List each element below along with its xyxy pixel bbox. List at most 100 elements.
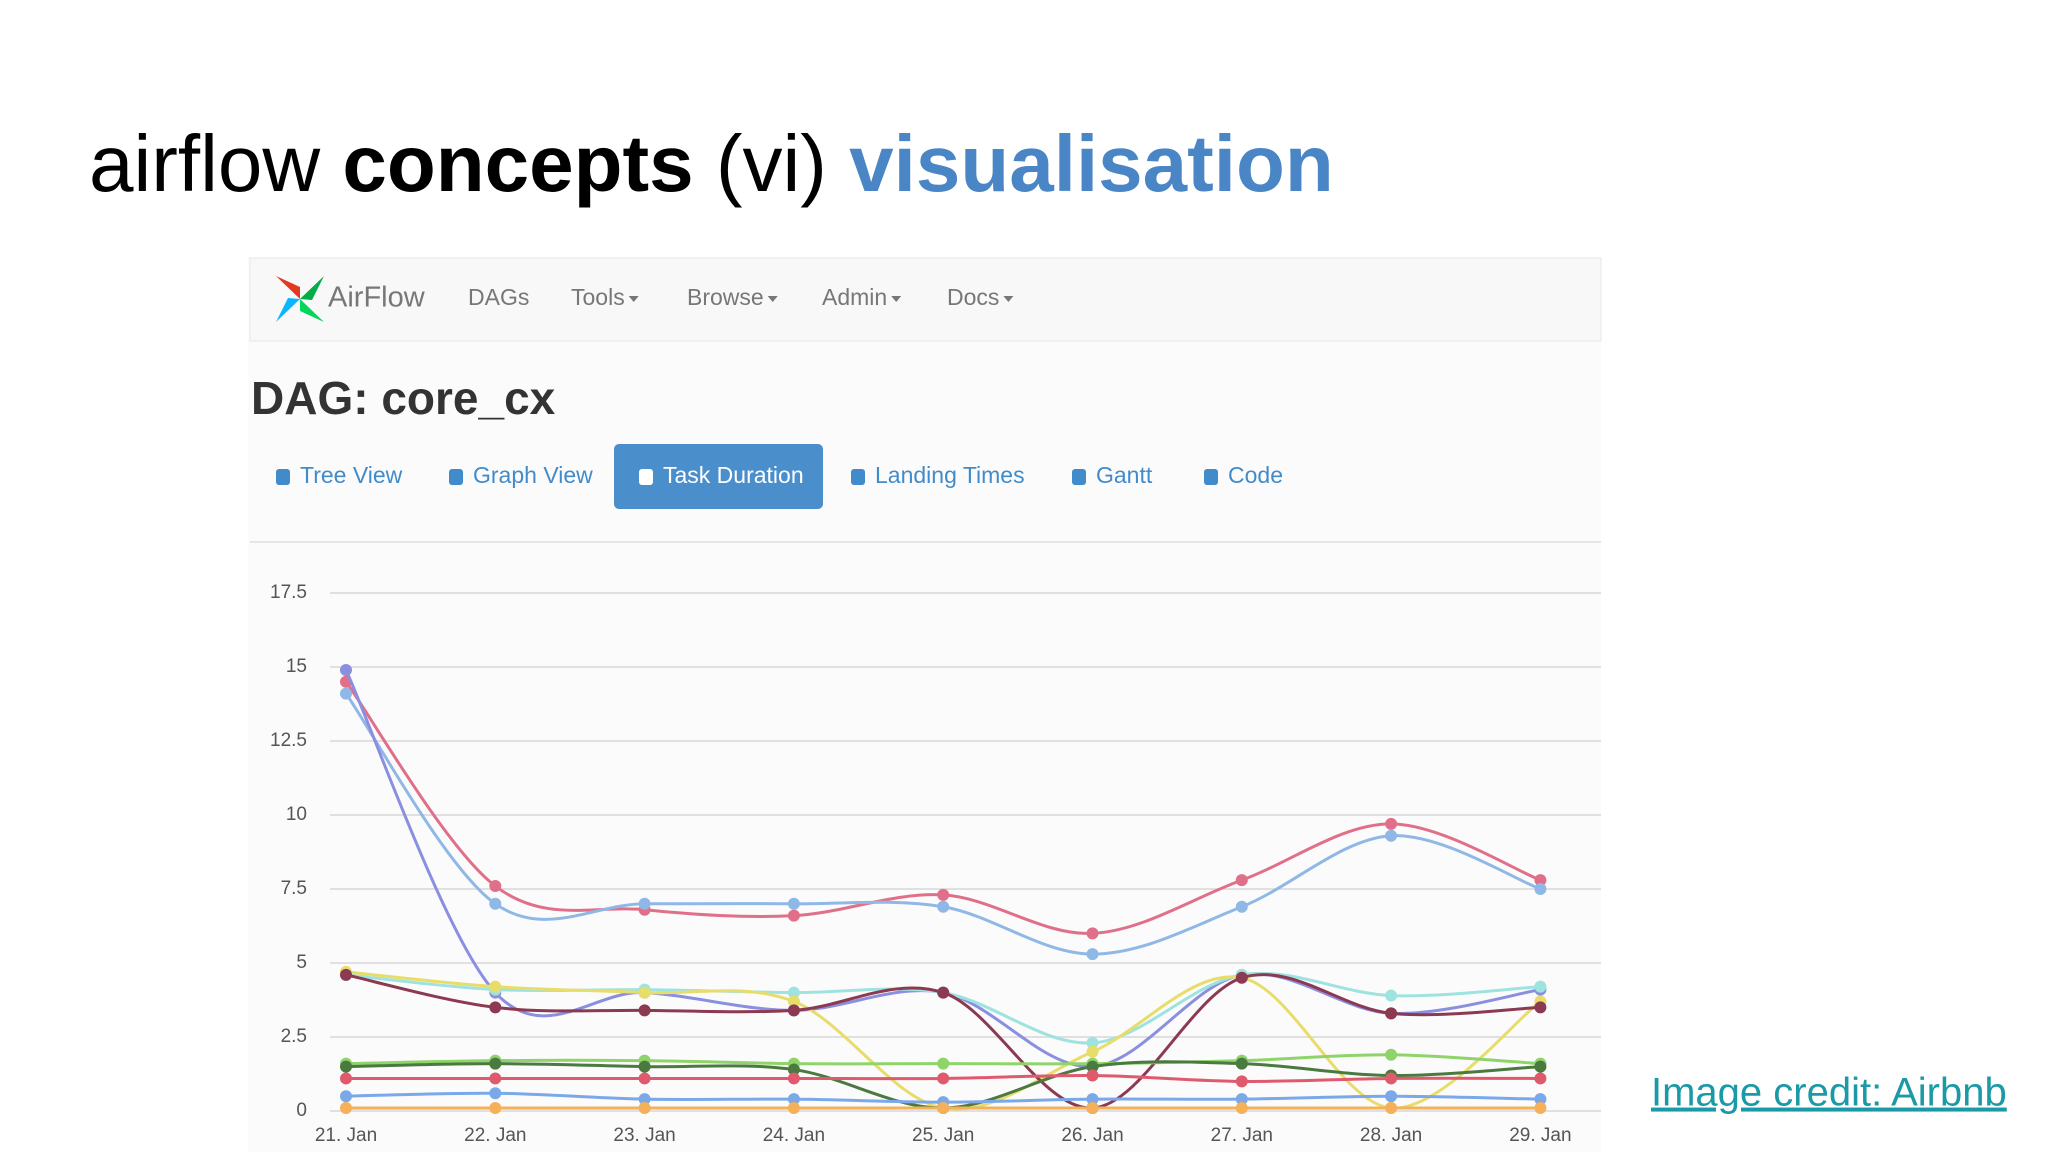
data-point[interactable] xyxy=(340,1090,352,1103)
slide-title: airflow concepts (vi) visualisation xyxy=(89,119,1334,208)
tabs: Tree View Graph View Task Duration Landing … xyxy=(276,444,1283,509)
data-point[interactable] xyxy=(638,986,651,999)
data-point[interactable] xyxy=(340,687,352,700)
data-point[interactable] xyxy=(489,1001,502,1014)
data-point[interactable] xyxy=(1235,1102,1248,1115)
tab[interactable]: Landing Times xyxy=(875,462,1025,488)
data-point[interactable] xyxy=(1385,1048,1398,1061)
active-tab xyxy=(614,444,823,509)
data-point[interactable] xyxy=(1385,1102,1398,1115)
data-point[interactable] xyxy=(638,1072,651,1085)
data-point[interactable] xyxy=(1086,927,1099,940)
data-point[interactable] xyxy=(1086,1060,1099,1073)
data-point[interactable] xyxy=(1534,874,1547,887)
nav-item[interactable]: DAGs xyxy=(468,284,529,310)
data-point[interactable] xyxy=(638,1093,651,1106)
data-point[interactable] xyxy=(1534,980,1547,993)
nav-item[interactable]: Tools xyxy=(571,284,625,310)
data-point[interactable] xyxy=(937,900,950,913)
data-point[interactable] xyxy=(1534,1060,1547,1073)
data-point[interactable] xyxy=(937,1102,950,1115)
data-point[interactable] xyxy=(1385,829,1398,842)
data-point[interactable] xyxy=(1385,989,1398,1002)
data-point[interactable] xyxy=(787,909,800,922)
data-point[interactable] xyxy=(340,1060,352,1073)
data-point[interactable] xyxy=(489,880,502,893)
data-point[interactable] xyxy=(1086,1045,1099,1058)
dropdown-caret xyxy=(1003,296,1014,302)
data-point[interactable] xyxy=(1086,1102,1099,1115)
data-point[interactable] xyxy=(1235,900,1248,913)
data-point[interactable] xyxy=(489,980,502,993)
data-point[interactable] xyxy=(1086,1069,1099,1082)
data-point[interactable] xyxy=(638,1060,651,1073)
data-point[interactable] xyxy=(937,888,950,901)
data-point[interactable] xyxy=(1534,883,1547,895)
data-point[interactable] xyxy=(1534,1072,1547,1085)
data-point[interactable] xyxy=(937,986,950,999)
x-tick-label: 24. Jan xyxy=(763,1125,825,1146)
data-point[interactable] xyxy=(1385,1090,1398,1103)
data-point[interactable] xyxy=(340,968,352,981)
data-point[interactable] xyxy=(638,1004,651,1017)
data-point[interactable] xyxy=(1385,1007,1398,1020)
title-word: concepts xyxy=(342,119,693,208)
data-point[interactable] xyxy=(787,986,800,999)
data-point[interactable] xyxy=(1235,1057,1248,1070)
data-point[interactable] xyxy=(1235,1075,1248,1088)
data-point[interactable] xyxy=(787,1072,800,1085)
data-point[interactable] xyxy=(787,995,800,1008)
data-point[interactable] xyxy=(937,1072,950,1085)
data-point[interactable] xyxy=(1385,1072,1398,1085)
x-tick-label: 27. Jan xyxy=(1211,1125,1273,1146)
data-point[interactable] xyxy=(340,1072,352,1085)
tab-icon xyxy=(639,469,653,485)
data-point[interactable] xyxy=(489,1072,502,1085)
tab[interactable]: Task Duration xyxy=(663,462,804,488)
data-point[interactable] xyxy=(638,897,651,910)
data-point[interactable] xyxy=(1086,1093,1099,1106)
data-point[interactable] xyxy=(489,897,502,910)
tab-icon xyxy=(449,469,463,485)
y-tick-label: 17.5 xyxy=(270,582,307,603)
airflow-logo xyxy=(276,276,324,322)
data-point[interactable] xyxy=(1086,948,1099,961)
nav-item[interactable]: Browse xyxy=(687,284,764,310)
data-point[interactable] xyxy=(489,1057,502,1070)
y-tick-label: 12.5 xyxy=(270,730,307,751)
title-word: (vi) xyxy=(716,119,827,208)
data-point[interactable] xyxy=(1235,971,1248,984)
y-tick-label: 5 xyxy=(296,952,307,973)
data-point[interactable] xyxy=(1235,1093,1248,1106)
tab[interactable]: Gantt xyxy=(1096,462,1153,488)
data-point[interactable] xyxy=(937,1057,950,1070)
tab[interactable]: Code xyxy=(1228,462,1283,488)
data-point[interactable] xyxy=(787,1004,800,1017)
data-point[interactable] xyxy=(1235,874,1248,887)
data-point[interactable] xyxy=(787,1093,800,1106)
brand[interactable]: AirFlow xyxy=(328,282,426,314)
data-point[interactable] xyxy=(1385,817,1398,830)
nav-item[interactable]: Admin xyxy=(822,284,887,310)
data-point[interactable] xyxy=(787,1102,800,1115)
tab[interactable]: Graph View xyxy=(473,462,593,488)
tab[interactable]: Tree View xyxy=(300,462,403,488)
y-tick-label: 2.5 xyxy=(281,1026,307,1047)
x-tick-label: 23. Jan xyxy=(613,1125,675,1146)
data-point[interactable] xyxy=(787,897,800,910)
data-point[interactable] xyxy=(340,1102,352,1115)
data-point[interactable] xyxy=(1086,1036,1099,1049)
nav-item[interactable]: Docs xyxy=(947,284,999,310)
data-point[interactable] xyxy=(489,1102,502,1115)
data-point[interactable] xyxy=(638,1102,651,1115)
data-point[interactable] xyxy=(489,1087,502,1100)
title-word: airflow xyxy=(89,119,320,208)
image-credit[interactable]: Image credit: Airbnb xyxy=(1651,1071,2007,1115)
x-tick-label: 25. Jan xyxy=(912,1125,974,1146)
data-point[interactable] xyxy=(787,1063,800,1076)
data-point[interactable] xyxy=(1534,1093,1547,1106)
x-tick-label: 29. Jan xyxy=(1509,1125,1571,1146)
data-point[interactable] xyxy=(1534,1102,1547,1115)
data-point[interactable] xyxy=(340,663,352,676)
data-point[interactable] xyxy=(1534,1001,1547,1014)
